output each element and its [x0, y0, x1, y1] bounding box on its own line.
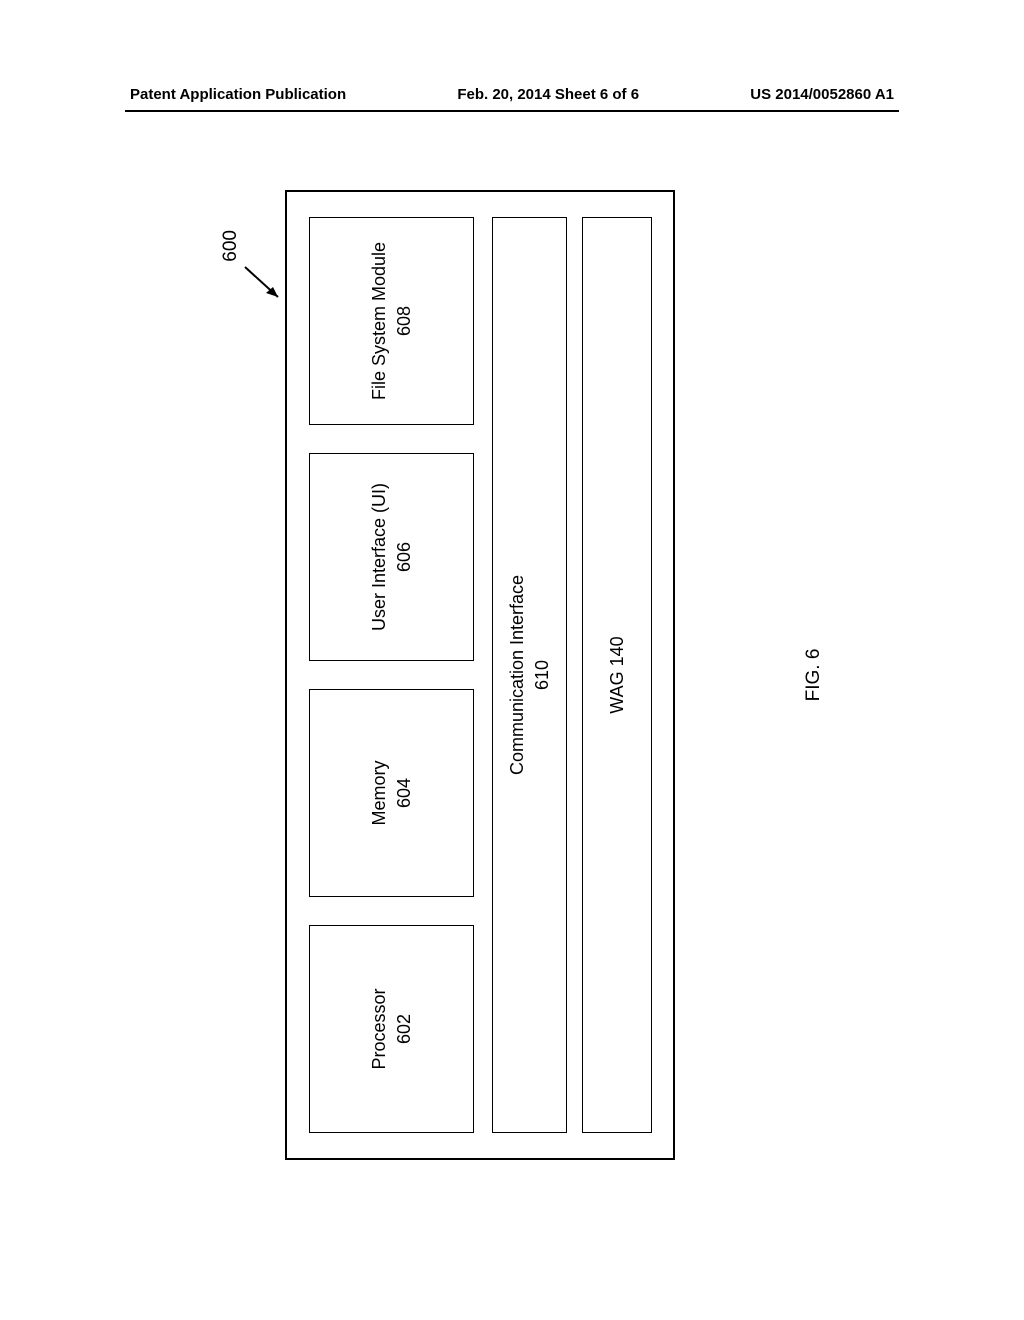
module-ref: 604	[392, 778, 416, 808]
header-rule	[125, 110, 899, 112]
module-title: Memory	[367, 761, 391, 826]
memory-module: Memory 604	[309, 689, 474, 897]
module-title: Communication Interface	[505, 575, 529, 775]
processor-module: Processor 602	[309, 925, 474, 1133]
reference-arrow	[240, 262, 285, 307]
module-title: User Interface (UI)	[367, 483, 391, 631]
wag-module: WAG 140	[582, 217, 652, 1133]
module-title: WAG 140	[607, 636, 628, 713]
header-right: US 2014/0052860 A1	[750, 86, 894, 103]
header-center: Feb. 20, 2014 Sheet 6 of 6	[457, 86, 639, 103]
module-ref: 610	[530, 660, 554, 690]
module-title: Processor	[367, 988, 391, 1069]
file-system-module: File System Module 608	[309, 217, 474, 425]
header-left: Patent Application Publication	[130, 86, 346, 103]
reference-numeral-600: 600	[220, 230, 242, 262]
module-ref: 608	[392, 306, 416, 336]
module-ref: 606	[392, 542, 416, 572]
communication-interface-module: Communication Interface 610	[492, 217, 567, 1133]
ui-module: User Interface (UI) 606	[309, 453, 474, 661]
module-title: File System Module	[367, 242, 391, 400]
system-container-box: Processor 602 Memory 604 User Interface …	[285, 190, 675, 1160]
top-module-row: Processor 602 Memory 604 User Interface …	[309, 217, 474, 1133]
module-ref: 602	[392, 1014, 416, 1044]
figure-label: FIG. 6	[803, 190, 825, 1160]
diagram-area: 600 Processor 602 Memory 604 User I	[140, 180, 884, 1180]
